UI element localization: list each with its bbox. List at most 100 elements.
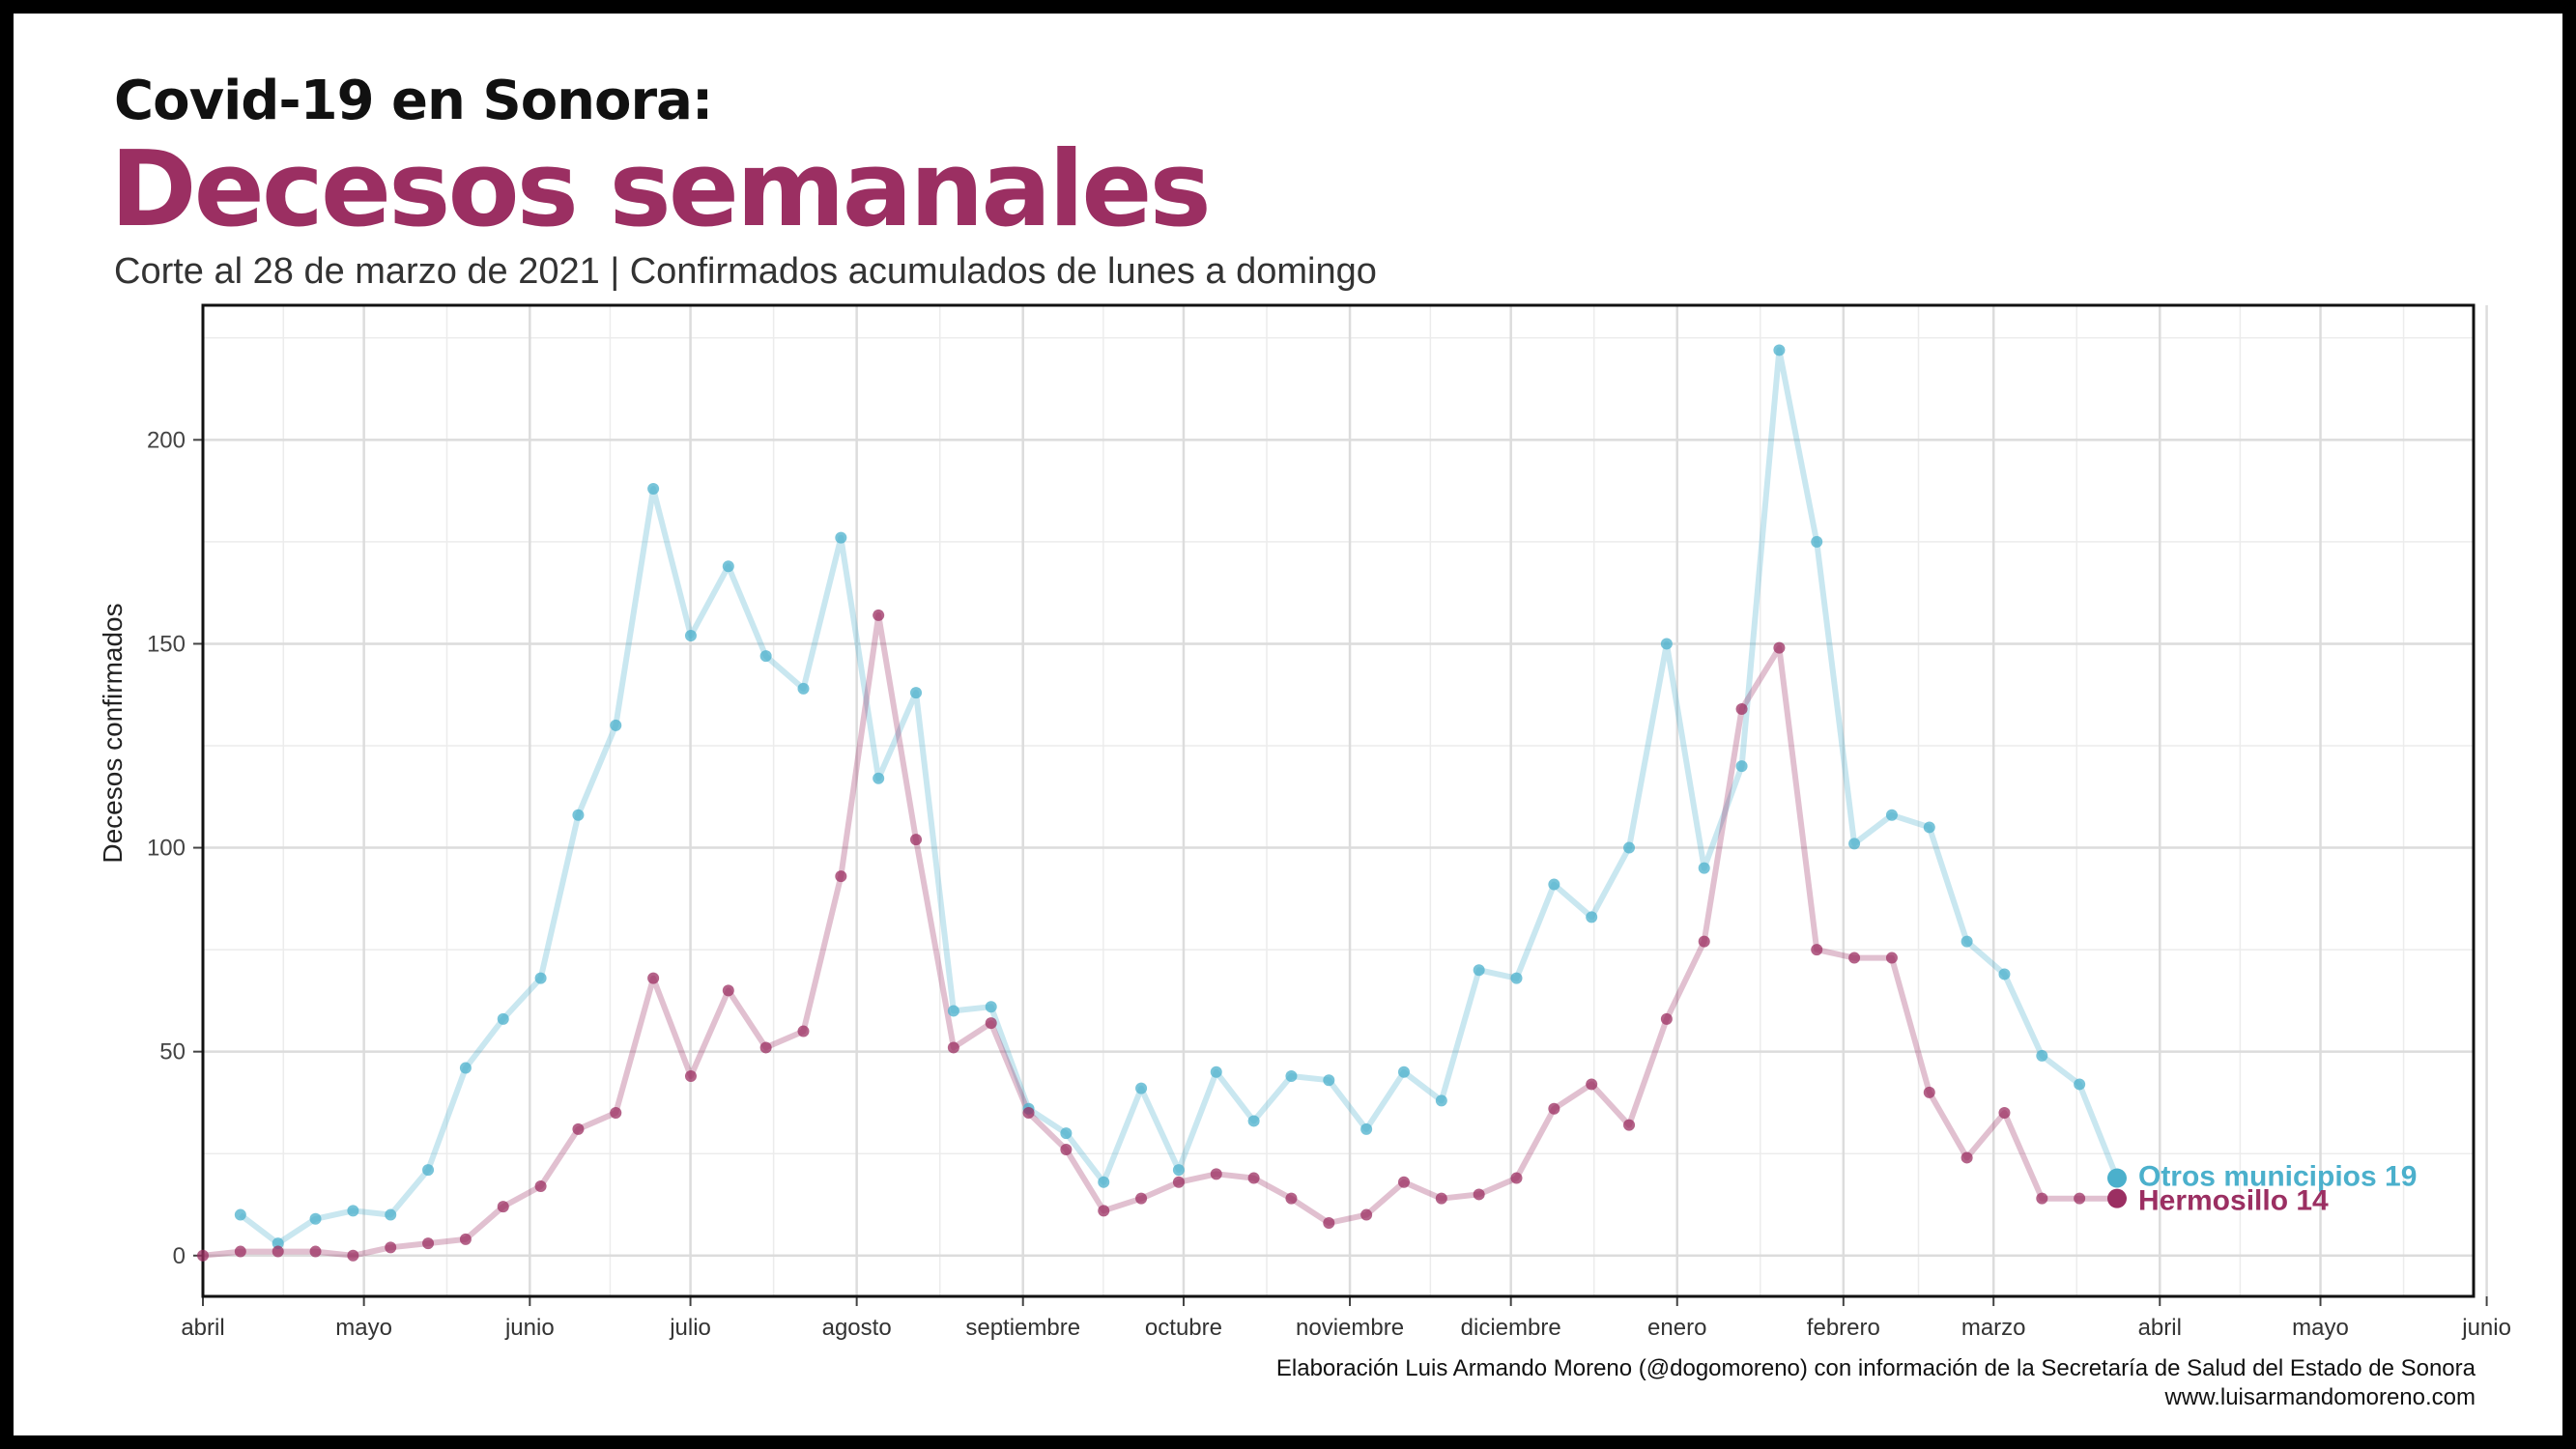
data-point: [234, 1245, 246, 1258]
x-tick-label: enero: [1647, 1315, 1706, 1341]
data-point: [722, 560, 734, 573]
x-tick-label: mayo: [2292, 1315, 2349, 1341]
data-point: [1473, 1188, 1485, 1201]
data-point: [1548, 1102, 1560, 1115]
data-point: [1586, 1078, 1598, 1091]
data-point: [1510, 1172, 1523, 1184]
data-point: [835, 531, 847, 544]
data-point: [910, 834, 923, 846]
data-point: [759, 650, 772, 663]
y-tick-label: 200: [147, 427, 186, 453]
x-tick-label: mayo: [335, 1315, 392, 1341]
chart-subtitle: Corte al 28 de marzo de 2021 | Confirmad…: [114, 251, 1377, 292]
data-point: [272, 1237, 284, 1250]
data-point: [873, 772, 885, 784]
data-point: [534, 1180, 547, 1192]
x-tick-label: septiembre: [965, 1315, 1080, 1341]
data-point: [1773, 344, 1786, 356]
data-point: [647, 972, 660, 984]
x-tick-label: octubre: [1145, 1315, 1222, 1341]
data-point: [1773, 641, 1786, 654]
data-point: [1435, 1192, 1447, 1205]
data-point: [1060, 1144, 1073, 1155]
data-point: [684, 1070, 697, 1082]
data-point: [497, 1012, 509, 1025]
data-point: [1247, 1172, 1260, 1184]
data-point: [234, 1208, 246, 1221]
x-tick-label: junio: [2461, 1315, 2511, 1341]
data-point: [985, 1017, 997, 1030]
data-point: [347, 1249, 359, 1262]
data-point: [1998, 1107, 2011, 1119]
end-point-marker: [2106, 1188, 2127, 1208]
data-point: [534, 972, 547, 984]
y-tick-label: 0: [173, 1243, 186, 1269]
data-point: [947, 1005, 959, 1017]
x-tick-label: agosto: [822, 1315, 892, 1341]
data-point: [1285, 1192, 1298, 1205]
data-point: [1397, 1176, 1410, 1188]
data-point: [647, 483, 660, 495]
data-point: [459, 1233, 472, 1245]
x-tick-label: junio: [504, 1315, 555, 1341]
data-point: [1135, 1082, 1148, 1094]
data-point: [1323, 1217, 1335, 1229]
data-point: [1022, 1107, 1035, 1119]
data-point: [459, 1062, 472, 1074]
data-point: [1435, 1094, 1447, 1107]
data-point: [1923, 821, 1935, 834]
data-point: [1135, 1192, 1148, 1205]
data-point: [797, 1025, 810, 1037]
data-point: [1210, 1168, 1222, 1180]
data-point: [1923, 1086, 1935, 1098]
data-point: [309, 1212, 322, 1225]
data-point: [797, 682, 810, 695]
data-point: [1210, 1065, 1222, 1078]
data-point: [1098, 1176, 1110, 1188]
x-tick-label: noviembre: [1296, 1315, 1404, 1341]
data-point: [873, 609, 885, 621]
data-point: [610, 1107, 622, 1119]
data-point: [2036, 1049, 2048, 1062]
y-tick-label: 50: [159, 1039, 186, 1065]
data-point: [1811, 535, 1823, 548]
data-point: [1172, 1176, 1185, 1188]
data-point: [610, 719, 622, 731]
data-point: [985, 1001, 997, 1013]
y-tick-label: 100: [147, 836, 186, 862]
end-label: Otros municipios 19: [2138, 1161, 2417, 1193]
data-point: [684, 630, 697, 641]
data-point: [1961, 935, 1973, 948]
data-point: [1623, 841, 1636, 854]
data-point: [1360, 1208, 1373, 1221]
data-point: [1323, 1074, 1335, 1087]
end-point-marker: [2106, 1168, 2127, 1188]
chart-headline: Decesos semanales: [110, 129, 1212, 250]
data-point: [1360, 1122, 1373, 1135]
data-point: [1848, 838, 1861, 850]
data-point: [1510, 972, 1523, 984]
data-point: [1698, 935, 1710, 948]
data-point: [422, 1237, 435, 1250]
data-point: [1698, 862, 1710, 874]
x-tick-label: marzo: [1961, 1315, 2026, 1341]
data-point: [1848, 952, 1861, 964]
data-point: [385, 1208, 397, 1221]
x-tick-label: febrero: [1807, 1315, 1880, 1341]
data-point: [759, 1041, 772, 1054]
data-point: [2074, 1192, 2086, 1205]
data-point: [835, 870, 847, 883]
data-point: [1885, 809, 1898, 821]
data-point: [309, 1245, 322, 1258]
data-point: [1660, 1012, 1673, 1025]
caption-credit: Elaboración Luis Armando Moreno (@dogomo…: [1275, 1355, 2476, 1381]
data-point: [1735, 760, 1748, 773]
data-point: [572, 809, 585, 821]
data-point: [1060, 1127, 1073, 1140]
data-point: [1397, 1065, 1410, 1078]
series-line: [238, 347, 2120, 1247]
data-point: [1098, 1205, 1110, 1217]
data-point: [422, 1164, 435, 1177]
end-label: Hermosillo 14: [2138, 1185, 2329, 1217]
x-tick-label: diciembre: [1461, 1315, 1561, 1341]
